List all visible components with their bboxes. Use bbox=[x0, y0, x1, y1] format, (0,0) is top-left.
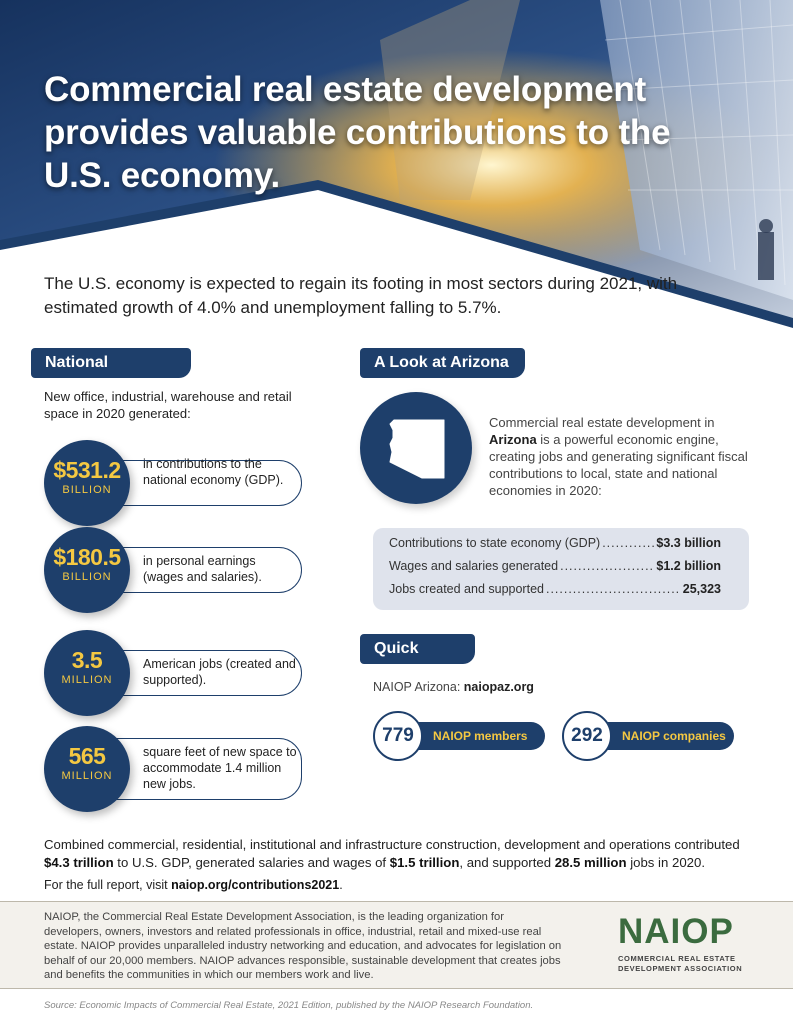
stat-description: in contributions to the national economy… bbox=[143, 457, 284, 487]
stat-unit: MILLION bbox=[61, 674, 113, 686]
arizona-stats-table: Contributions to state economy (GDP) ...… bbox=[373, 528, 749, 610]
companies-count: 292 bbox=[562, 711, 612, 761]
table-row: Contributions to state economy (GDP) ...… bbox=[389, 536, 721, 550]
stat-unit: MILLION bbox=[61, 770, 113, 782]
footer-box bbox=[0, 901, 793, 989]
stat-value: $180.5 bbox=[53, 544, 121, 570]
table-row: Wages and salaries generated ...........… bbox=[389, 559, 721, 573]
arizona-heading: A Look at Arizona bbox=[360, 348, 525, 378]
stat-description: square feet of new space to accommodate … bbox=[143, 745, 297, 791]
stat-circle: $180.5 BILLION bbox=[44, 527, 130, 613]
stat-unit: BILLION bbox=[62, 484, 112, 496]
summary-paragraph: Combined commercial, residential, instit… bbox=[44, 837, 740, 870]
quick-facts-heading: Quick Facts bbox=[360, 634, 475, 687]
stat-value: 565 bbox=[68, 743, 106, 769]
chapter-line: NAIOP Arizona: naiopaz.org bbox=[373, 680, 534, 694]
members-count: 779 bbox=[373, 711, 423, 761]
intro-text: The U.S. economy is expected to regain i… bbox=[44, 274, 678, 317]
stat-value: $531.2 bbox=[53, 457, 121, 483]
stat-earnings: in personal earnings (wages and salaries… bbox=[44, 527, 304, 613]
arizona-map-icon bbox=[360, 392, 472, 504]
full-report-line: For the full report, visit naiop.org/con… bbox=[44, 878, 343, 892]
hero-skyline-image bbox=[0, 0, 793, 330]
row-label: Contributions to state economy (GDP) bbox=[389, 536, 601, 550]
arizona-description: Commercial real estate development in Ar… bbox=[489, 415, 748, 498]
members-fact: NAIOP members 779 bbox=[373, 711, 545, 761]
hero-banner: Commercial real estate development provi… bbox=[0, 0, 793, 330]
stat-value: 3.5 bbox=[71, 647, 103, 673]
national-snapshot-heading: National Snapshot bbox=[31, 348, 191, 401]
stat-gdp: in contributions to the national economy… bbox=[44, 440, 304, 526]
stat-jobs: American jobs (created and supported). 3… bbox=[44, 630, 304, 716]
companies-label: NAIOP companies bbox=[592, 722, 734, 750]
about-text: NAIOP, the Commercial Real Estate Develo… bbox=[44, 911, 562, 981]
stat-circle: $531.2 BILLION bbox=[44, 440, 130, 526]
row-label: Wages and salaries generated bbox=[389, 559, 559, 573]
stat-description: in personal earnings (wages and salaries… bbox=[143, 554, 262, 584]
row-label: Jobs created and supported bbox=[389, 582, 544, 596]
naiop-logo-tagline: COMMERCIAL REAL ESTATE DEVELOPMENT ASSOC… bbox=[618, 954, 743, 973]
members-label: NAIOP members bbox=[403, 722, 545, 750]
stat-circle: 565 MILLION bbox=[44, 726, 130, 812]
report-link[interactable]: naiop.org/contributions2021 bbox=[171, 878, 340, 892]
arizona-state-name: Arizona bbox=[489, 432, 537, 447]
row-value: $3.3 billion bbox=[656, 536, 721, 550]
stat-circle: 3.5 MILLION bbox=[44, 630, 130, 716]
chapter-link[interactable]: naiopaz.org bbox=[463, 680, 534, 694]
table-row: Jobs created and supported .............… bbox=[389, 582, 721, 596]
stat-description: American jobs (created and supported). bbox=[143, 657, 296, 687]
stat-unit: BILLION bbox=[62, 571, 112, 583]
row-value: 25,323 bbox=[682, 582, 721, 596]
row-value: $1.2 billion bbox=[656, 559, 721, 573]
national-lead-text: New office, industrial, warehouse and re… bbox=[44, 389, 292, 421]
source-note: Source: Economic Impacts of Commercial R… bbox=[44, 1000, 534, 1011]
naiop-logo: NAIOP bbox=[618, 912, 734, 951]
page-title: Commercial real estate development provi… bbox=[44, 70, 671, 195]
stat-square-feet: square feet of new space to accommodate … bbox=[44, 726, 304, 812]
companies-fact: NAIOP companies 292 bbox=[562, 711, 734, 761]
